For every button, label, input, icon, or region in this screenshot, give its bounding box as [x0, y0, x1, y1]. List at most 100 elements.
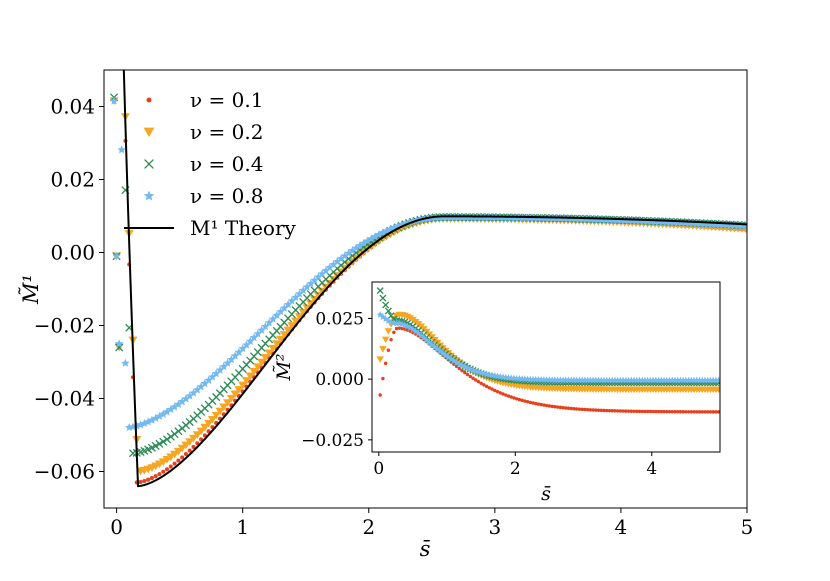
data-point [294, 313, 304, 321]
data-point [223, 399, 233, 407]
inset-y-tick-label: 0.000 [315, 370, 364, 390]
inset-data-point [607, 408, 612, 413]
data-point [374, 230, 384, 239]
data-point [242, 340, 251, 349]
data-point [195, 441, 200, 446]
data-point [161, 469, 166, 474]
legend-marker [143, 127, 155, 137]
legend-label: ν = 0.8 [190, 184, 263, 208]
inset-data-point [490, 387, 494, 391]
data-point [204, 375, 213, 384]
inset-data-point [384, 307, 392, 315]
inset-ticks: 0 2 4 0.025 0.000 −0.025 [301, 309, 657, 479]
data-point [245, 336, 255, 345]
inset-data-point [574, 407, 579, 411]
y-tick-label: 0.02 [50, 168, 95, 192]
data-point [185, 391, 195, 400]
inset-data-point [583, 407, 587, 412]
data-point [166, 405, 176, 414]
inset-data-point [689, 410, 694, 414]
data-point [162, 435, 172, 444]
inset-data-point [555, 405, 560, 409]
inset-data-point [695, 410, 699, 414]
inset-plot-area [376, 287, 720, 414]
legend-label: M¹ Theory [190, 216, 297, 240]
data-point [207, 415, 217, 424]
data-point [192, 431, 202, 439]
inset-data-point [667, 409, 672, 414]
data-point [241, 377, 251, 385]
data-point [153, 474, 158, 479]
inset-data-point [711, 410, 715, 414]
data-point [260, 354, 270, 362]
data-point [155, 411, 164, 420]
data-point [310, 275, 319, 284]
legend-label: ν = 0.1 [190, 88, 263, 112]
data-point [202, 433, 207, 438]
data-point [302, 282, 312, 291]
inset-data-point [591, 408, 595, 412]
data-point [138, 479, 143, 484]
data-point [181, 394, 191, 403]
inset-data-point [525, 400, 530, 404]
data-point [151, 413, 160, 422]
data-point [348, 246, 357, 255]
inset-data-point [635, 409, 639, 414]
data-point [165, 467, 170, 472]
inset-data-point [386, 348, 391, 352]
inset-data-point [684, 410, 688, 414]
inset-data-point [564, 406, 568, 410]
data-point [329, 260, 338, 269]
inset-data-point [498, 391, 502, 395]
inset-data-point [624, 409, 628, 413]
inset-data-point [602, 408, 606, 413]
inset-data-point [585, 407, 590, 412]
y-tick-label: −0.04 [34, 387, 95, 411]
x-tick-label: 2 [362, 515, 375, 539]
inset-data-point [626, 409, 631, 413]
inset-data-point [382, 301, 390, 309]
data-point [157, 472, 162, 477]
data-point [261, 322, 270, 331]
x-tick-label: 3 [488, 515, 501, 539]
data-point [143, 417, 153, 426]
inset-data-point [514, 397, 519, 401]
data-point [162, 407, 172, 416]
data-point [230, 390, 240, 399]
data-point [238, 381, 248, 390]
data-point [234, 347, 244, 356]
inset-data-point [509, 395, 513, 399]
data-point [238, 344, 247, 353]
data-point [208, 372, 217, 381]
inset-data-point [383, 361, 388, 366]
data-point [332, 257, 342, 266]
inset-data-point [640, 409, 644, 414]
inset-data-point [629, 409, 634, 413]
data-point [204, 419, 214, 428]
y-tick-label: −0.06 [34, 460, 95, 484]
data-point [313, 291, 323, 300]
data-point [279, 331, 289, 339]
inset-data-point [381, 336, 390, 344]
inset-data-point [394, 326, 399, 331]
inset-data-point [531, 401, 535, 405]
inset-data-point [610, 409, 614, 413]
inset-x-label: s̄ [541, 483, 551, 505]
inset-data-point [596, 408, 601, 412]
data-point [325, 263, 334, 272]
x-tick-label: 4 [615, 515, 628, 539]
data-point [189, 434, 199, 443]
inset-data-point [615, 409, 620, 413]
data-point [276, 307, 285, 316]
inset-x-tick-label: 0 [373, 459, 384, 479]
inset-data-point [700, 410, 704, 414]
data-point [215, 365, 225, 374]
data-point [367, 234, 376, 243]
inset-data-point [703, 410, 707, 414]
inset-data-point [523, 399, 527, 403]
data-point [253, 329, 263, 338]
inset-data-point [662, 409, 666, 414]
inset-data-point [379, 294, 387, 302]
legend-marker [146, 97, 152, 103]
